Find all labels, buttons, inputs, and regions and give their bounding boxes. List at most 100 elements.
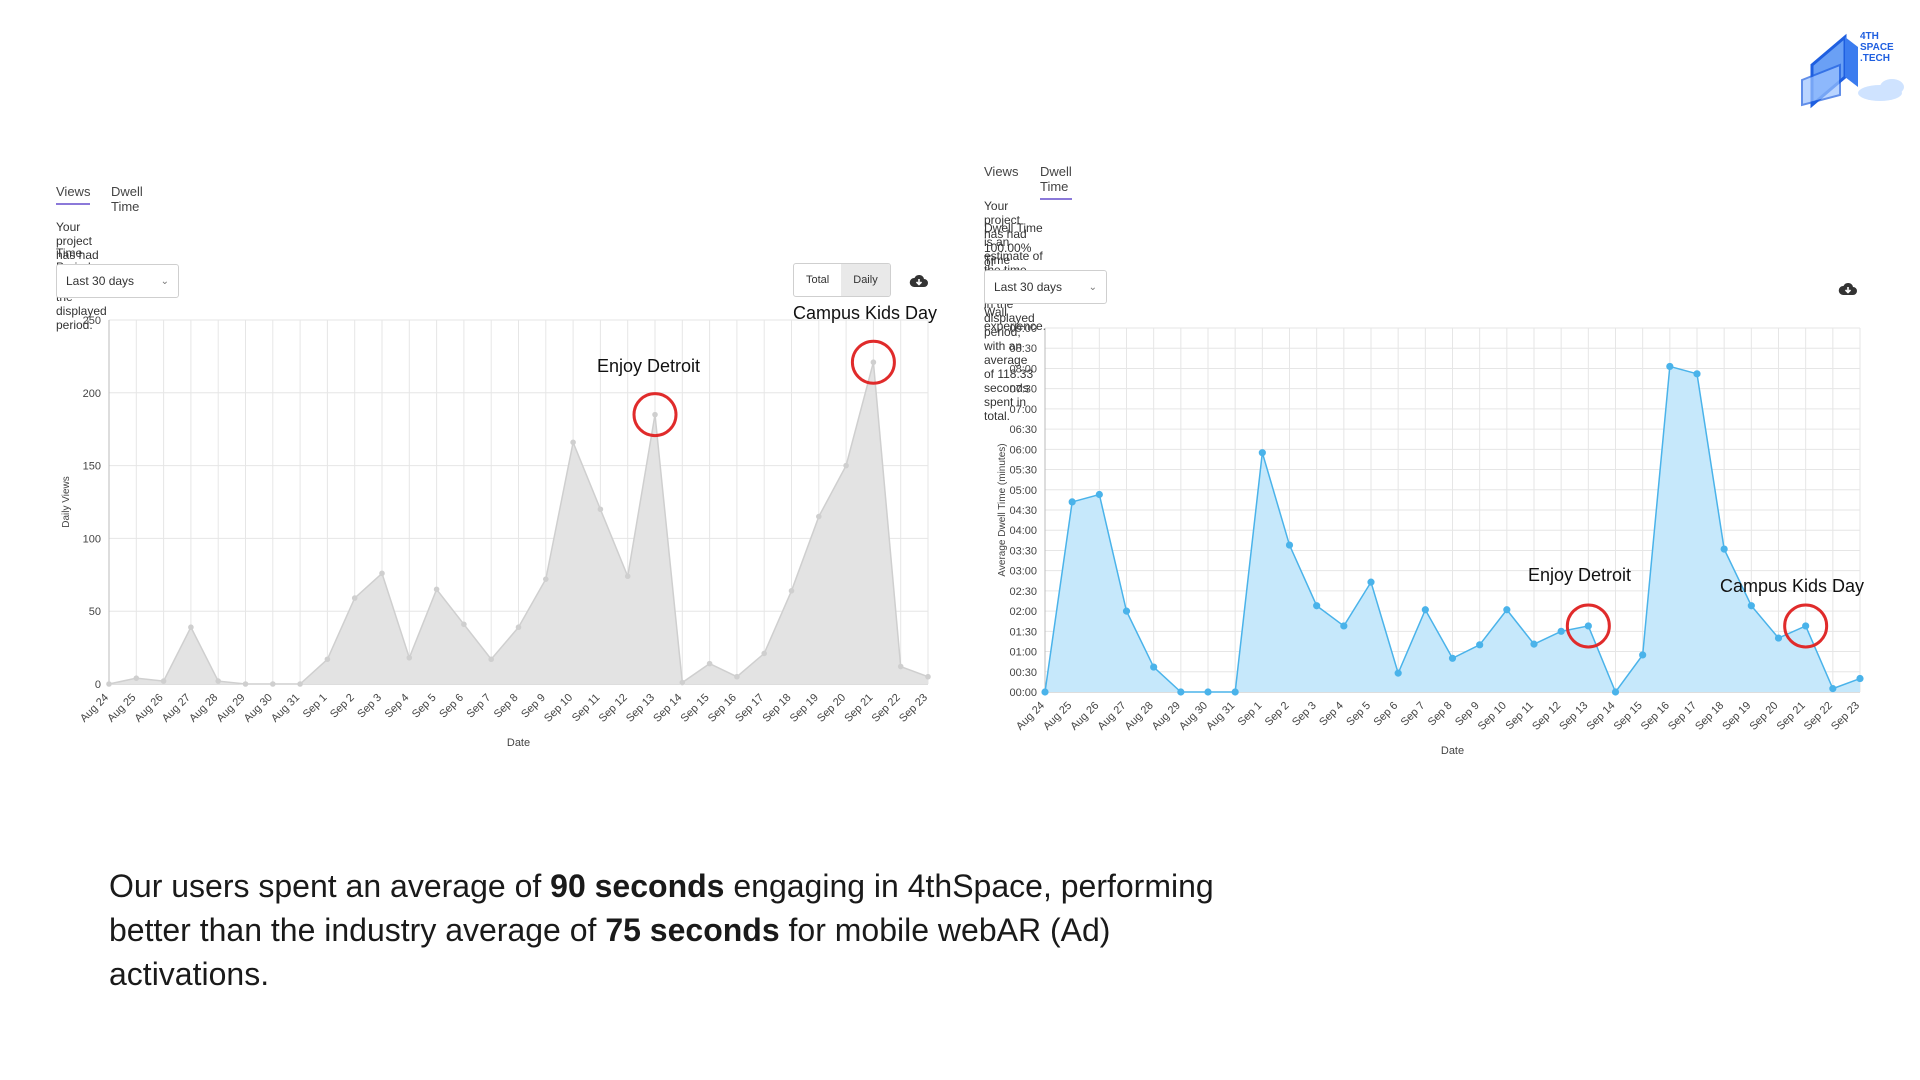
y-tick-label: 0 xyxy=(95,679,101,691)
data-point xyxy=(570,439,576,446)
y-tick-label: 01:30 xyxy=(1009,626,1037,638)
total-button[interactable]: Total xyxy=(806,274,830,286)
x-tick-label: Aug 28 xyxy=(187,692,220,725)
x-tick-label: Sep 10 xyxy=(542,692,575,725)
x-tick-label: Sep 6 xyxy=(437,692,466,721)
x-tick-label: Aug 25 xyxy=(105,692,138,725)
x-tick-label: Aug 26 xyxy=(1068,700,1101,733)
x-tick-label: Sep 18 xyxy=(760,692,793,725)
data-point xyxy=(1150,663,1158,671)
data-point xyxy=(1557,627,1565,635)
summary-caption: Our users spent an average of 90 seconds… xyxy=(109,864,1219,996)
x-tick-label: Aug 26 xyxy=(133,692,166,725)
y-tick-label: 06:30 xyxy=(1009,424,1037,436)
data-point xyxy=(1611,688,1620,696)
data-point xyxy=(624,573,631,580)
data-point xyxy=(679,679,686,686)
x-tick-label: Sep 13 xyxy=(1557,700,1590,733)
data-point xyxy=(1285,541,1294,549)
x-tick-label: Sep 11 xyxy=(570,692,603,725)
x-tick-label: Sep 3 xyxy=(355,692,384,721)
data-point xyxy=(242,681,249,687)
highlight-circle xyxy=(1565,603,1611,649)
x-tick-label: Aug 29 xyxy=(1150,700,1183,733)
annotation-enjoy-detroit: Enjoy Detroit xyxy=(597,356,701,376)
tab-dwell-time[interactable]: Dwell Time xyxy=(1040,164,1072,200)
data-point xyxy=(788,588,795,594)
x-tick-label: Sep 19 xyxy=(788,692,821,725)
x-tick-label: Sep 16 xyxy=(1639,700,1672,733)
x-tick-label: Sep 7 xyxy=(1399,700,1428,729)
x-tick-label: Aug 30 xyxy=(1177,700,1210,733)
data-point xyxy=(433,586,440,593)
x-tick-label: Sep 11 xyxy=(1504,700,1537,733)
y-tick-label: 250 xyxy=(83,315,101,327)
tab-views[interactable]: Views xyxy=(56,184,91,205)
y-axis-title: Average Dwell Time (minutes) xyxy=(997,443,1008,576)
x-tick-label: Sep 8 xyxy=(492,692,521,721)
data-point xyxy=(297,681,303,687)
x-tick-label: Sep 14 xyxy=(651,692,684,725)
x-tick-label: Sep 5 xyxy=(410,692,439,721)
cloud-download-icon[interactable] xyxy=(909,274,929,288)
x-tick-label: Sep 4 xyxy=(383,692,412,721)
caption-text: for mobile webAR (Ad) activations. xyxy=(109,912,1111,992)
data-point xyxy=(324,656,331,663)
data-point xyxy=(1231,688,1239,696)
chevron-down-icon: ⌄ xyxy=(160,275,169,287)
data-point xyxy=(815,513,822,520)
x-tick-label: Aug 31 xyxy=(269,692,302,725)
data-point xyxy=(1421,606,1429,614)
x-tick-label: Sep 22 xyxy=(1802,700,1835,733)
x-tick-label: Sep 1 xyxy=(1236,700,1265,729)
x-tick-label: Sep 1 xyxy=(301,692,330,721)
x-tick-label: Sep 15 xyxy=(679,692,712,725)
series-area xyxy=(1045,366,1860,692)
x-tick-label: Sep 10 xyxy=(1476,700,1509,733)
y-tick-label: 01:00 xyxy=(1009,647,1037,659)
x-tick-label: Sep 23 xyxy=(1829,700,1862,733)
x-tick-label: Aug 24 xyxy=(1014,700,1047,733)
cloud-download-icon[interactable] xyxy=(1838,282,1858,296)
data-point xyxy=(515,624,522,631)
x-tick-label: Sep 19 xyxy=(1720,700,1753,733)
y-tick-label: 02:30 xyxy=(1009,586,1037,598)
data-point xyxy=(1095,490,1103,499)
y-axis-title: Daily Views xyxy=(61,476,72,528)
dwell-chart: 00:00 00:30 01:00 01:30 02:00 02:30 03:00 03:30… xyxy=(997,323,1864,757)
y-tick-label: 04:30 xyxy=(1009,505,1037,517)
annotation-campus-kids-day: Campus Kids Day xyxy=(1720,576,1865,596)
logo-text-line: SPACE xyxy=(1860,42,1894,53)
time-period-value: Last 30 days xyxy=(66,274,135,288)
tab-dwell-time[interactable]: Dwell Time xyxy=(111,184,143,214)
x-tick-label: Sep 2 xyxy=(328,692,357,721)
logo-text-line: .TECH xyxy=(1860,53,1890,64)
data-point xyxy=(1503,606,1511,614)
data-point xyxy=(870,359,877,366)
x-tick-label: Sep 21 xyxy=(1775,700,1808,733)
data-point xyxy=(379,570,385,577)
y-tick-label: 02:00 xyxy=(1009,606,1037,618)
brand-logo: 4TH SPACE .TECH xyxy=(1800,25,1910,110)
x-tick-label: Sep 17 xyxy=(1666,700,1699,733)
daily-button[interactable]: Daily xyxy=(841,264,890,296)
data-point xyxy=(1367,578,1375,586)
data-point xyxy=(897,663,904,670)
x-tick-label: Sep 21 xyxy=(842,692,875,725)
x-axis-title: Date xyxy=(507,737,530,749)
y-tick-label: 05:00 xyxy=(1009,485,1037,497)
data-point xyxy=(1720,545,1728,553)
x-tick-label: Sep 6 xyxy=(1371,700,1400,729)
time-period-select[interactable]: Last 30 days ⌄ xyxy=(984,270,1107,304)
y-tick-label: 08:30 xyxy=(1009,343,1037,355)
tab-views[interactable]: Views xyxy=(984,164,1019,179)
data-point xyxy=(406,654,413,661)
data-point xyxy=(734,673,740,680)
y-tick-label: 05:30 xyxy=(1009,465,1037,477)
y-tick-label: 07:00 xyxy=(1009,404,1037,416)
time-period-select[interactable]: Last 30 days ⌄ xyxy=(56,264,179,298)
data-point xyxy=(1584,622,1592,630)
x-tick-label: Sep 18 xyxy=(1693,700,1726,733)
data-point xyxy=(270,681,276,687)
